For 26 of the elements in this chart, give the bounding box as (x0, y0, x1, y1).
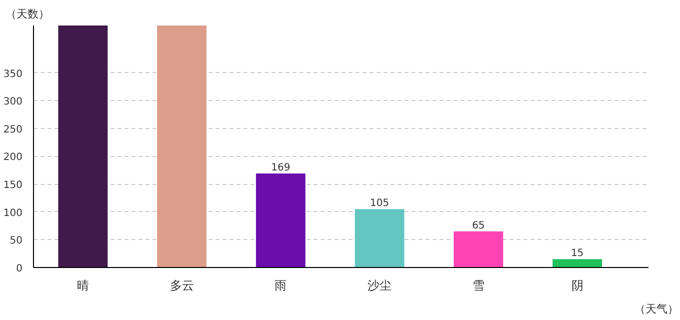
y-axis-title: （天数） (6, 8, 50, 20)
x-tick-label: 沙尘 (368, 278, 392, 292)
y-tick-label: 250 (3, 124, 23, 136)
bar (454, 231, 504, 268)
bar (58, 26, 108, 268)
data-label: 15 (570, 248, 584, 260)
x-tick-label: 多云 (170, 278, 194, 292)
bar (256, 173, 306, 268)
data-label: 105 (370, 198, 390, 210)
bar (552, 259, 602, 268)
x-tick-label: 阴 (571, 278, 584, 292)
x-tick-label: 晴 (76, 278, 89, 292)
data-label: 65 (472, 220, 485, 232)
y-tick-label: 300 (3, 96, 23, 108)
y-tick-label: 100 (3, 208, 23, 219)
x-tick-label: 雨 (274, 278, 287, 292)
bar (354, 209, 404, 268)
bar (157, 26, 207, 268)
y-tick-label: 50 (10, 236, 23, 247)
x-tick-label: 雪 (472, 278, 484, 292)
y-tick-label: 0 (16, 264, 23, 274)
x-axis-title: （天气） (634, 302, 678, 316)
y-tick-label: 200 (3, 152, 23, 164)
y-tick-label: 150 (3, 180, 23, 192)
data-label: 169 (271, 162, 290, 174)
y-tick-label: 350 (3, 68, 23, 80)
